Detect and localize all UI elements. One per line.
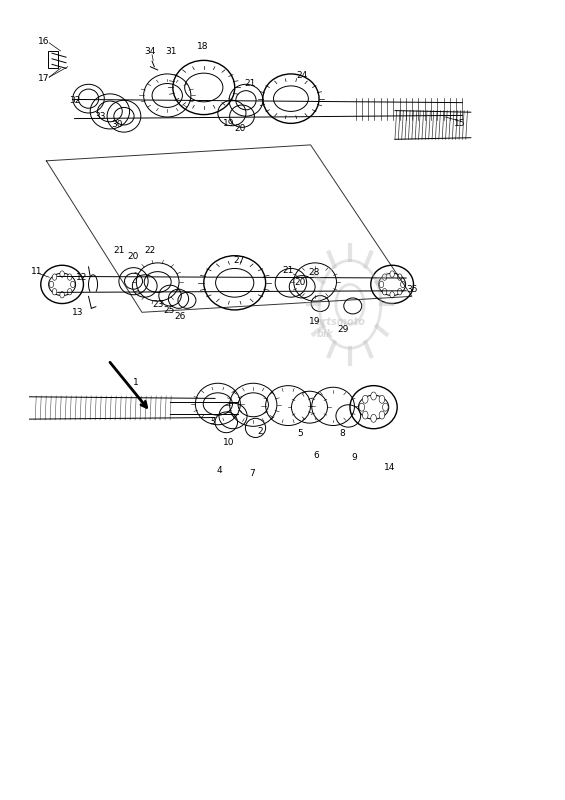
Text: 8: 8 xyxy=(340,429,346,438)
Text: 19: 19 xyxy=(223,119,235,128)
Text: 31: 31 xyxy=(166,47,177,56)
Text: 33: 33 xyxy=(94,112,106,121)
Text: 4: 4 xyxy=(217,466,223,474)
Circle shape xyxy=(390,271,394,278)
Circle shape xyxy=(362,411,368,419)
Circle shape xyxy=(359,403,364,411)
Circle shape xyxy=(397,289,402,295)
Text: 15: 15 xyxy=(454,119,466,128)
Text: 23: 23 xyxy=(152,300,163,309)
Circle shape xyxy=(371,414,376,422)
Circle shape xyxy=(397,274,402,280)
Text: 25: 25 xyxy=(163,306,175,315)
Text: 26: 26 xyxy=(175,312,186,321)
Circle shape xyxy=(379,282,384,287)
Text: 17: 17 xyxy=(38,74,50,83)
Text: 20: 20 xyxy=(234,125,246,134)
Text: 9: 9 xyxy=(351,453,357,462)
Text: 14: 14 xyxy=(384,463,395,472)
Circle shape xyxy=(383,274,387,280)
Circle shape xyxy=(67,274,72,280)
Text: 21: 21 xyxy=(114,246,125,254)
Circle shape xyxy=(60,271,64,278)
Circle shape xyxy=(49,282,54,287)
Circle shape xyxy=(383,289,387,295)
Text: 27: 27 xyxy=(233,256,244,265)
Text: 21: 21 xyxy=(282,266,294,275)
Text: 21: 21 xyxy=(244,79,255,88)
Text: 5: 5 xyxy=(298,429,303,438)
Text: 24: 24 xyxy=(297,71,308,80)
Circle shape xyxy=(383,403,388,411)
Circle shape xyxy=(362,395,368,403)
Text: 7: 7 xyxy=(249,469,255,478)
Circle shape xyxy=(379,411,385,419)
Text: 29: 29 xyxy=(337,326,349,334)
Text: 16: 16 xyxy=(38,37,50,46)
Text: 19: 19 xyxy=(310,318,321,326)
Circle shape xyxy=(401,282,405,287)
Text: 12: 12 xyxy=(76,273,88,282)
Text: 20: 20 xyxy=(295,278,306,286)
Circle shape xyxy=(379,395,385,403)
Text: 11: 11 xyxy=(31,267,42,276)
Circle shape xyxy=(390,291,394,298)
Circle shape xyxy=(67,289,72,295)
Circle shape xyxy=(53,289,57,295)
Circle shape xyxy=(60,291,64,298)
Text: 2: 2 xyxy=(257,427,263,436)
Text: 10: 10 xyxy=(223,438,235,446)
Text: 13: 13 xyxy=(72,308,83,317)
Text: 3: 3 xyxy=(210,417,215,426)
Text: 28: 28 xyxy=(308,268,320,277)
Circle shape xyxy=(71,282,75,287)
Text: 35: 35 xyxy=(406,286,418,294)
Text: 30: 30 xyxy=(111,121,123,130)
Text: 34: 34 xyxy=(145,47,156,56)
Text: artsmoto
bik: artsmoto bik xyxy=(316,318,366,339)
Text: 22: 22 xyxy=(144,246,155,254)
Text: 6: 6 xyxy=(314,451,319,460)
Text: 20: 20 xyxy=(128,252,139,261)
Text: 18: 18 xyxy=(197,42,208,51)
Circle shape xyxy=(53,274,57,280)
Text: 32: 32 xyxy=(69,96,80,105)
Circle shape xyxy=(371,392,376,400)
Text: 1: 1 xyxy=(133,378,139,387)
